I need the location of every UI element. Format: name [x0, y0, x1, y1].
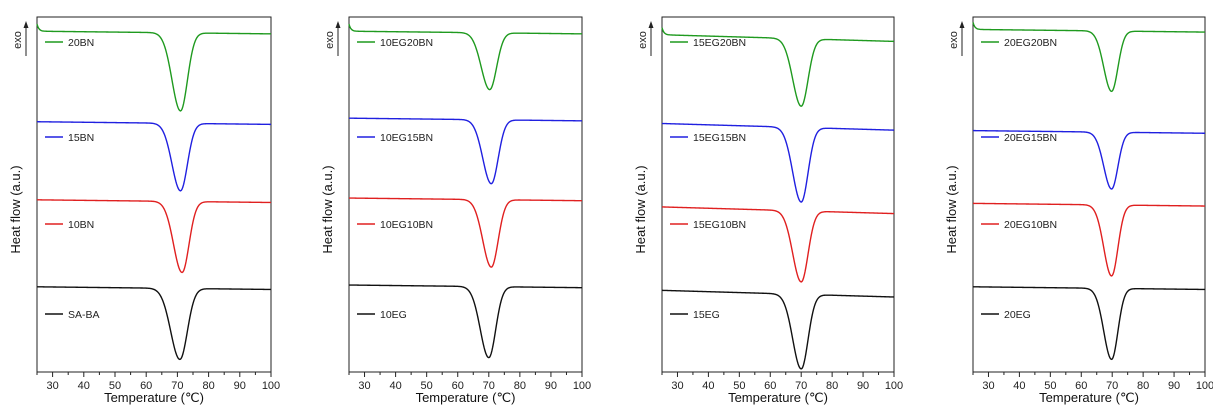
exo-arrow-head — [648, 21, 654, 28]
x-tick-label: 100 — [885, 380, 903, 392]
legend-label: 15BN — [68, 132, 94, 144]
exo-arrow-head — [335, 21, 341, 28]
x-tick-label: 80 — [514, 380, 526, 392]
x-tick-label: 70 — [171, 380, 183, 392]
series-line-3 — [661, 206, 895, 283]
x-tick-label: 60 — [764, 380, 776, 392]
x-tick-label: 80 — [1137, 380, 1149, 392]
legend-label: 20EG15BN — [1004, 132, 1057, 144]
chart-panel-2: 30 40 50 60 70 80 90 100 Temperature (℃) Heat flo… — [320, 16, 591, 405]
y-axis-title: Heat flow (a.u.) — [320, 165, 335, 253]
x-tick-label: 50 — [733, 380, 745, 392]
legend-label: 20BN — [68, 37, 94, 49]
exo-label: exo — [637, 31, 649, 49]
series-line-2 — [349, 117, 583, 185]
x-tick-label: 40 — [389, 380, 401, 392]
x-tick-label: 70 — [1106, 380, 1118, 392]
x-tick-label: 60 — [140, 380, 152, 392]
x-tick-label: 90 — [857, 380, 869, 392]
x-tick-label: 70 — [483, 380, 495, 392]
legend-label: 10EG15BN — [380, 132, 433, 144]
legend-label: 10EG20BN — [380, 37, 433, 49]
legend-label: 20EG10BN — [1004, 219, 1057, 231]
x-tick-label: 50 — [421, 380, 433, 392]
x-tick-label: 30 — [671, 380, 683, 392]
exo-label: exo — [324, 31, 336, 49]
series-line-1 — [661, 27, 895, 107]
series-line-4 — [36, 286, 272, 361]
plot-frame — [348, 16, 583, 373]
x-tick-label: 30 — [358, 380, 370, 392]
series-line-3 — [973, 202, 1206, 277]
x-tick-label: 90 — [545, 380, 557, 392]
chart-panel-1: 30 40 50 60 70 80 90 100 Temperature (℃) Heat flo… — [8, 16, 280, 405]
x-tick-label: 40 — [1013, 380, 1025, 392]
series-line-2 — [37, 121, 272, 192]
x-axis-title: Temperature (℃) — [728, 390, 828, 405]
x-tick-label: 50 — [1044, 380, 1056, 392]
x-tick-label: 100 — [573, 380, 591, 392]
x-tick-label: 80 — [826, 380, 838, 392]
x-tick-label: 90 — [234, 380, 246, 392]
x-axis-title: Temperature (℃) — [1039, 390, 1139, 405]
legend-label: 10EG10BN — [380, 219, 433, 231]
series-line-1 — [348, 23, 583, 91]
x-tick-label: 90 — [1168, 380, 1180, 392]
plot-frame — [972, 16, 1206, 373]
exo-arrow-head — [959, 21, 965, 28]
series-line-1 — [36, 23, 272, 112]
x-tick-label: 60 — [1075, 380, 1087, 392]
legend-label: SA-BA — [68, 309, 100, 321]
x-tick-label: 70 — [795, 380, 807, 392]
x-tick-label: 100 — [262, 380, 280, 392]
y-axis-title: Heat flow (a.u.) — [944, 165, 959, 253]
x-tick-label: 50 — [109, 380, 121, 392]
x-axis-title: Temperature (℃) — [104, 390, 204, 405]
legend-label: 20EG20BN — [1004, 37, 1057, 49]
plot-frame — [661, 16, 895, 373]
x-axis-title: Temperature (℃) — [416, 390, 516, 405]
legend-label: 15EG10BN — [693, 219, 746, 231]
series-line-4 — [661, 289, 895, 370]
legend-label: 15EG20BN — [693, 37, 746, 49]
x-tick-label: 40 — [702, 380, 714, 392]
series-line-3 — [37, 199, 272, 274]
legend-label: 15EG — [693, 309, 720, 321]
series-line-2 — [661, 122, 895, 203]
series-line-1 — [972, 22, 1206, 93]
exo-label: exo — [948, 31, 960, 49]
x-tick-label: 100 — [1196, 380, 1213, 392]
x-tick-label: 60 — [452, 380, 464, 392]
x-tick-label: 30 — [46, 380, 58, 392]
plot-frame — [36, 16, 272, 373]
x-tick-label: 30 — [982, 380, 994, 392]
exo-label: exo — [12, 31, 24, 49]
series-line-4 — [972, 286, 1206, 361]
series-line-4 — [348, 284, 583, 359]
chart-panel-4: 30 40 50 60 70 80 90 100 Temperature (℃) Heat flo… — [944, 16, 1213, 405]
chart-panel-3: 30 40 50 60 70 80 90 100 Temperature (℃) Heat flo… — [633, 16, 903, 405]
legend-label: 10BN — [68, 219, 94, 231]
y-axis-title: Heat flow (a.u.) — [8, 165, 23, 253]
exo-arrow-head — [23, 21, 29, 28]
y-axis-title: Heat flow (a.u.) — [633, 165, 648, 253]
legend-label: 20EG — [1004, 309, 1031, 321]
series-line-3 — [348, 197, 583, 268]
legend-label: 15EG15BN — [693, 132, 746, 144]
series-line-2 — [972, 129, 1206, 190]
x-tick-label: 40 — [78, 380, 90, 392]
legend-label: 10EG — [380, 309, 407, 321]
x-tick-label: 80 — [202, 380, 214, 392]
